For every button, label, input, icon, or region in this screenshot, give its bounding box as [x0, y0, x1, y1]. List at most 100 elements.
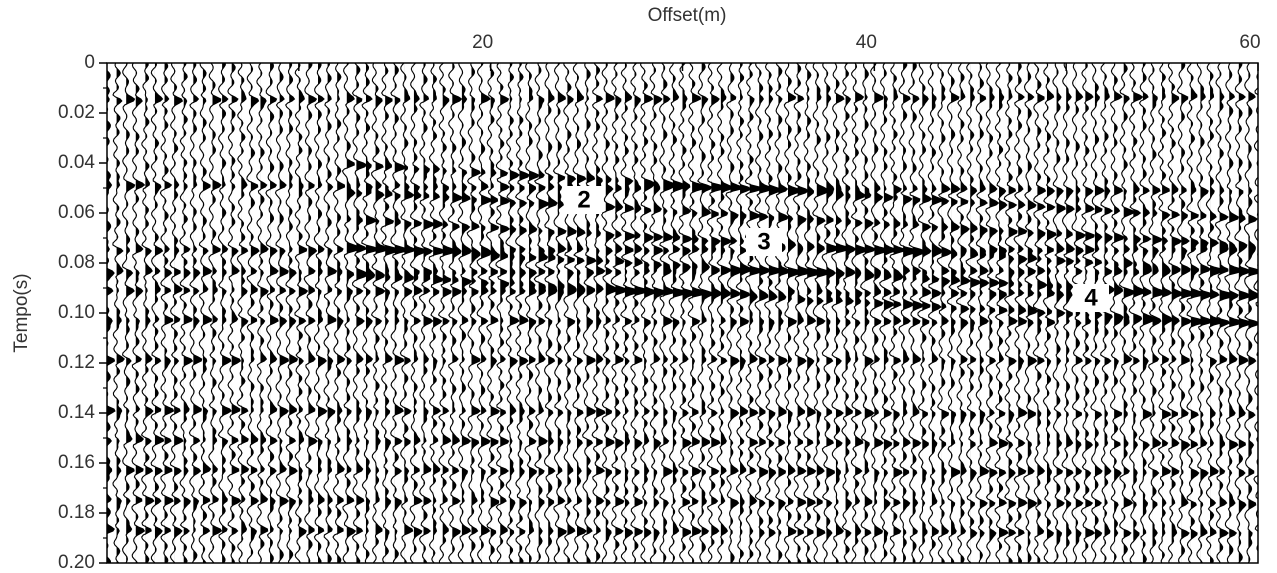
- trace-fill: [663, 63, 676, 563]
- trace: [697, 63, 714, 563]
- trace: [591, 63, 606, 563]
- y-tick-label: 0: [84, 52, 95, 73]
- trace: [1167, 63, 1184, 563]
- trace-fill: [951, 63, 960, 563]
- annotation-4: 4: [1073, 284, 1109, 312]
- trace: [188, 63, 203, 563]
- trace: [1023, 63, 1039, 563]
- trace: [783, 63, 803, 563]
- trace-fill: [634, 63, 649, 563]
- y-tick-label: 0.08: [58, 252, 95, 273]
- trace: [505, 63, 520, 563]
- trace: [303, 63, 318, 563]
- trace: [821, 63, 840, 563]
- trace-fill: [1238, 63, 1252, 563]
- trace: [831, 63, 851, 563]
- x-tick-label: 60: [1239, 32, 1260, 53]
- trace-fill: [816, 63, 831, 563]
- annotation-3: 3: [746, 228, 782, 256]
- trace: [1003, 63, 1018, 563]
- annotation: 4: [1084, 284, 1098, 311]
- trace: [774, 63, 792, 563]
- trace: [1196, 63, 1214, 563]
- trace: [1148, 63, 1168, 563]
- trace: [735, 63, 753, 563]
- trace: [1186, 63, 1206, 563]
- trace: [524, 63, 540, 563]
- trace-fill: [768, 63, 783, 563]
- y-axis-label: Tempo(s): [11, 273, 32, 352]
- trace-fill: [1018, 63, 1027, 563]
- trace: [1099, 63, 1115, 563]
- trace: [620, 63, 641, 563]
- trace: [581, 63, 597, 563]
- trace: [207, 63, 223, 563]
- trace-fill: [471, 63, 481, 563]
- trace: [485, 63, 501, 563]
- trace: [975, 63, 990, 563]
- y-tick-label: 0.20: [58, 552, 95, 573]
- trace-fill: [845, 63, 856, 563]
- trace: [457, 63, 473, 563]
- trace: [1128, 63, 1146, 563]
- y-tick-label: 0.04: [58, 152, 95, 173]
- trace: [639, 63, 657, 563]
- trace: [466, 63, 482, 563]
- trace: [121, 63, 136, 563]
- trace: [313, 63, 328, 563]
- trace: [630, 63, 650, 563]
- trace-fill: [126, 63, 135, 563]
- trace: [246, 63, 260, 563]
- annotation: 3: [757, 228, 770, 255]
- trace-fill: [404, 63, 415, 563]
- trace-fill: [318, 63, 327, 563]
- x-tick-label: 20: [472, 32, 493, 53]
- trace: [1071, 63, 1087, 563]
- trace-fill: [413, 63, 427, 563]
- trace: [1234, 63, 1253, 563]
- trace: [285, 63, 299, 563]
- trace: [572, 63, 587, 563]
- trace-fill: [461, 63, 472, 563]
- trace: [716, 63, 734, 563]
- trace-fill: [1037, 63, 1047, 563]
- trace: [552, 63, 567, 563]
- trace-fill: [202, 63, 212, 563]
- trace: [754, 63, 774, 563]
- trace: [725, 63, 744, 563]
- trace: [802, 63, 824, 563]
- trace: [533, 63, 550, 563]
- trace: [514, 63, 531, 563]
- trace-fill: [979, 63, 989, 563]
- trace: [495, 63, 512, 563]
- trace-fill: [788, 63, 802, 563]
- trace: [955, 63, 972, 563]
- trace: [1013, 63, 1028, 563]
- trace-fill: [1114, 63, 1124, 563]
- trace: [351, 63, 369, 563]
- trace-fill: [529, 63, 539, 563]
- trace: [236, 63, 250, 563]
- trace-fill: [1210, 63, 1224, 563]
- trace: [888, 63, 905, 563]
- trace-fill: [509, 63, 520, 563]
- trace: [763, 63, 784, 563]
- trace-fill: [1046, 63, 1056, 563]
- trace: [227, 63, 242, 563]
- trace: [1080, 63, 1096, 563]
- trace: [879, 63, 896, 563]
- trace-fill: [970, 63, 981, 563]
- annotation-2: 2: [566, 186, 602, 214]
- y-tick-label: 0.02: [58, 102, 95, 123]
- trace-fill: [912, 63, 926, 563]
- trace-fill: [989, 63, 1000, 563]
- trace-fill: [864, 63, 876, 563]
- trace: [198, 63, 213, 563]
- trace-fill: [826, 63, 839, 563]
- seismic-traces: [107, 63, 1258, 563]
- trace-fill: [154, 63, 164, 563]
- trace: [649, 63, 667, 563]
- trace: [332, 63, 346, 563]
- trace-fill: [605, 63, 618, 563]
